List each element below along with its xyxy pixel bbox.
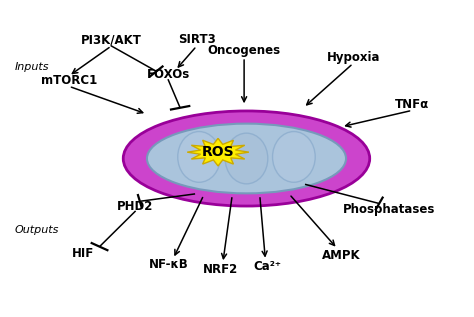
Text: NF-κB: NF-κB xyxy=(148,258,188,271)
Text: PHD2: PHD2 xyxy=(117,199,153,213)
Ellipse shape xyxy=(178,132,220,182)
Ellipse shape xyxy=(147,124,346,193)
Text: Hypoxia: Hypoxia xyxy=(327,50,380,64)
Text: Oncogenes: Oncogenes xyxy=(208,44,281,57)
Ellipse shape xyxy=(225,133,268,184)
Ellipse shape xyxy=(273,132,315,182)
Text: HIF: HIF xyxy=(72,247,94,260)
Text: ROS: ROS xyxy=(202,145,234,159)
Ellipse shape xyxy=(123,111,370,206)
Text: mTORC1: mTORC1 xyxy=(41,74,97,87)
Text: Ca²⁺: Ca²⁺ xyxy=(254,260,282,273)
Text: AMPK: AMPK xyxy=(322,249,361,262)
Text: Outputs: Outputs xyxy=(14,225,59,235)
Text: Inputs: Inputs xyxy=(14,61,49,72)
Text: Phosphatases: Phosphatases xyxy=(343,203,435,216)
Text: FOXOs: FOXOs xyxy=(146,68,190,81)
Text: NRF2: NRF2 xyxy=(203,263,238,276)
Polygon shape xyxy=(187,139,249,166)
Text: PI3K/AKT: PI3K/AKT xyxy=(81,33,142,46)
Text: TNFα: TNFα xyxy=(395,98,429,111)
Text: SIRT3: SIRT3 xyxy=(178,33,216,46)
